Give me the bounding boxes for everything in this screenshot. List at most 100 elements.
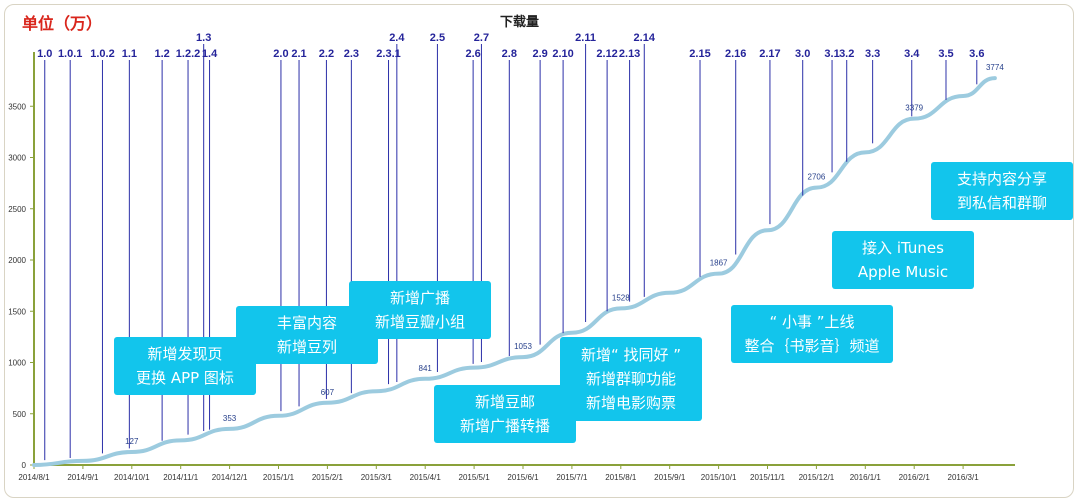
annotation-box: “ 小事 ”上线 整合｛书影音｝频道 <box>731 305 893 363</box>
version-label: 2.10 <box>552 48 573 60</box>
x-tick-label: 2015/8/1 <box>605 473 637 482</box>
y-tick-label: 1000 <box>8 359 26 368</box>
y-tick-label: 500 <box>13 410 27 419</box>
x-tick-label: 2015/1/1 <box>263 473 295 482</box>
data-label: 3774 <box>986 63 1004 72</box>
annotation-line: 支持内容分享 <box>956 170 1047 188</box>
x-tick-label: 2014/11/1 <box>163 473 199 482</box>
x-tick-label: 2016/3/1 <box>948 473 980 482</box>
version-label: 2.5 <box>430 32 445 44</box>
version-label: 1.3 <box>196 32 211 44</box>
version-label: 1.0.1 <box>58 48 82 60</box>
annotation-line: 新增“ 找同好 ” <box>580 346 682 364</box>
x-tick-label: 2014/12/1 <box>212 473 248 482</box>
y-tick-label: 3500 <box>8 102 26 111</box>
version-label: 1.2 <box>154 48 169 60</box>
version-label: 2.17 <box>759 48 780 60</box>
y-tick-label: 0 <box>22 461 27 470</box>
data-label: 1053 <box>514 342 532 351</box>
annotation-line: 新增群聊功能 <box>585 370 676 388</box>
x-tick-label: 2015/10/1 <box>701 473 737 482</box>
version-label: 3.5 <box>938 48 953 60</box>
unit-label: 单位（万） <box>22 14 103 33</box>
annotation-line: 更换 APP 图标 <box>136 369 234 387</box>
x-tick-label: 2015/7/1 <box>556 473 588 482</box>
annotation-box: 新增豆邮 新增广播转播 <box>434 385 576 443</box>
version-label: 2.9 <box>532 48 547 60</box>
data-label: 841 <box>419 364 433 373</box>
chart-frame <box>4 4 1074 498</box>
annotation-line: “ 小事 ”上线 <box>769 313 855 331</box>
y-tick-label: 3000 <box>8 154 26 163</box>
version-label: 2.14 <box>634 32 656 44</box>
annotation-box: 新增发现页 更换 APP 图标 <box>114 337 256 395</box>
download-curve <box>32 76 997 467</box>
version-label: 2.2 <box>319 48 334 60</box>
y-tick-label: 2000 <box>8 256 26 265</box>
annotation-line: 整合｛书影音｝频道 <box>744 337 880 355</box>
annotation-line: 新增发现页 <box>147 345 223 363</box>
annotation-line: Apple Music <box>857 263 949 281</box>
x-tick-label: 2014/9/1 <box>67 473 99 482</box>
version-label: 1.2.2 <box>176 48 200 60</box>
x-tick-label: 2015/12/1 <box>799 473 835 482</box>
annotation-line: 新增豆瓣小组 <box>374 313 465 331</box>
version-label: 2.0 <box>273 48 288 60</box>
version-label: 2.12 <box>596 48 617 60</box>
version-label: 2.15 <box>689 48 710 60</box>
data-label: 127 <box>125 437 139 446</box>
x-tick-label: 2014/8/1 <box>18 473 50 482</box>
annotation-line: 丰富内容 <box>276 314 337 332</box>
x-tick-label: 2015/5/1 <box>459 473 491 482</box>
version-label: 3.6 <box>969 48 984 60</box>
annotation-line: 接入 iTunes <box>862 239 944 257</box>
x-tick-label: 2015/3/1 <box>361 473 393 482</box>
data-label: 1528 <box>612 293 630 302</box>
version-label: 2.1 <box>291 48 306 60</box>
y-tick-label: 1500 <box>8 307 26 316</box>
x-tick-label: 2016/1/1 <box>850 473 882 482</box>
version-label: 2.4 <box>389 32 405 44</box>
version-label: 3.3 <box>865 48 880 60</box>
version-label: 1.0.2 <box>90 48 114 60</box>
annotation-box: 新增“ 找同好 ” 新增群聊功能 新增电影购票 <box>560 337 702 421</box>
x-tick-label: 2015/9/1 <box>654 473 686 482</box>
version-label: 2.11 <box>575 32 596 44</box>
annotation-line: 到私信和群聊 <box>956 194 1047 212</box>
version-label: 3.1 <box>824 48 839 60</box>
data-label: 3379 <box>905 104 923 113</box>
version-label: 2.7 <box>474 32 489 44</box>
data-label: 2706 <box>808 173 826 182</box>
version-label: 3.2 <box>839 48 854 60</box>
annotation-line: 新增广播 <box>389 289 450 307</box>
annotation-box: 接入 iTunes Apple Music <box>832 231 974 289</box>
y-tick-label: 2500 <box>8 205 26 214</box>
data-label: 607 <box>321 388 335 397</box>
annotation-line: 新增豆列 <box>276 338 337 356</box>
version-label: 1.1 <box>122 48 137 60</box>
chart-title: 下载量 <box>500 15 540 30</box>
version-label: 3.4 <box>904 48 920 60</box>
x-tick-label: 2015/2/1 <box>312 473 344 482</box>
version-label: 2.3 <box>344 48 359 60</box>
x-tick-label: 2014/10/1 <box>114 473 150 482</box>
x-tick-label: 2015/4/1 <box>410 473 442 482</box>
annotation-line: 新增广播转播 <box>459 417 550 435</box>
annotation-line: 新增豆邮 <box>474 393 535 411</box>
version-label: 2.3.1 <box>376 48 400 60</box>
x-tick-label: 2015/11/1 <box>750 473 786 482</box>
annotation-box: 新增广播 新增豆瓣小组 <box>349 281 491 339</box>
data-label: 353 <box>223 414 237 423</box>
version-label: 2.13 <box>619 48 640 60</box>
data-label: 1867 <box>710 259 728 268</box>
version-label: 1.4 <box>202 48 218 60</box>
x-tick-label: 2015/6/1 <box>507 473 539 482</box>
version-label: 3.0 <box>795 48 810 60</box>
version-label: 2.8 <box>502 48 517 60</box>
annotation-box: 支持内容分享 到私信和群聊 <box>931 162 1073 220</box>
version-label: 1.0 <box>37 48 52 60</box>
x-tick-label: 2016/2/1 <box>899 473 931 482</box>
annotation-line: 新增电影购票 <box>585 394 676 412</box>
